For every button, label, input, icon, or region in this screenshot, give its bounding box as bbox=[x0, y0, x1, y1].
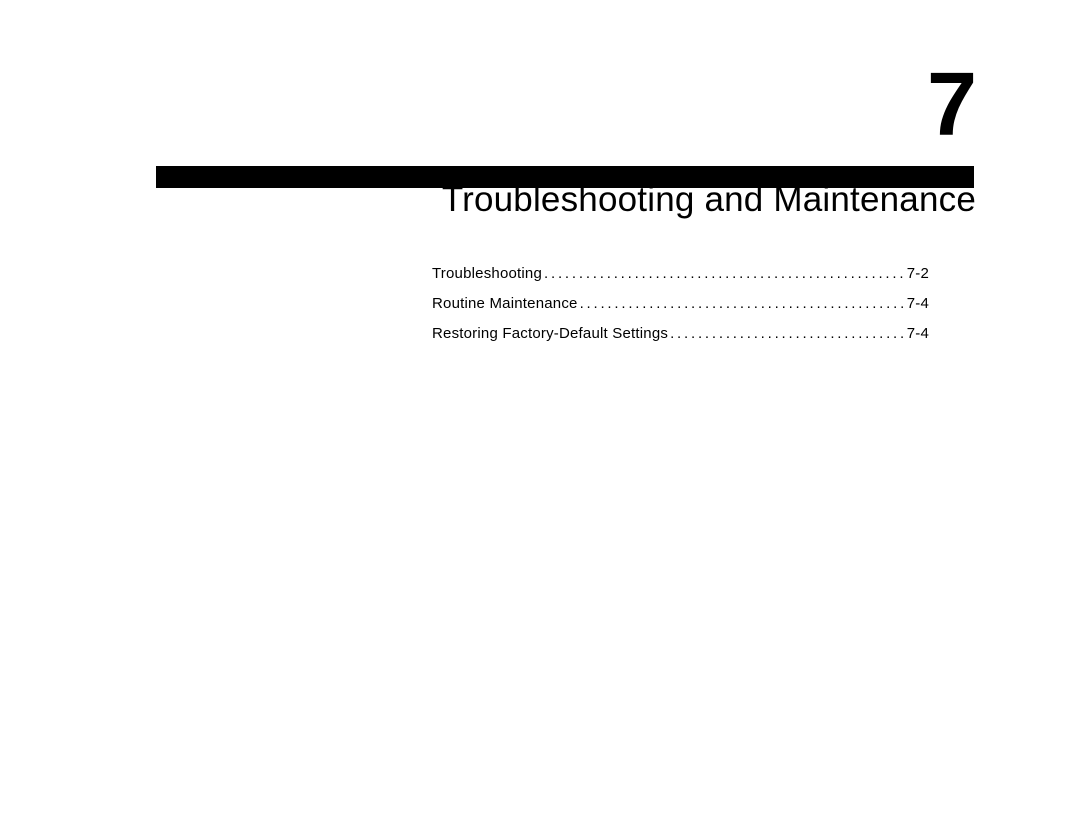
chapter-title: Troubleshooting and Maintenance bbox=[442, 180, 976, 220]
toc-entry-page: 7-4 bbox=[907, 296, 929, 311]
toc-entry-label: Routine Maintenance bbox=[432, 296, 578, 311]
toc-entry-label: Troubleshooting bbox=[432, 266, 542, 281]
page: 7 Troubleshooting and Maintenance Troubl… bbox=[0, 0, 1080, 834]
toc-entry: Troubleshooting ........................… bbox=[432, 266, 929, 281]
toc-leader-dots: ........................................… bbox=[668, 326, 907, 341]
toc-entry: Routine Maintenance ....................… bbox=[432, 296, 929, 311]
toc-leader-dots: ........................................… bbox=[578, 296, 907, 311]
toc-leader-dots: ........................................… bbox=[542, 266, 907, 281]
toc-entry-page: 7-2 bbox=[907, 266, 929, 281]
chapter-number: 7 bbox=[927, 60, 976, 150]
toc-entry-label: Restoring Factory-Default Settings bbox=[432, 326, 668, 341]
toc-entry-page: 7-4 bbox=[907, 326, 929, 341]
toc-entry: Restoring Factory-Default Settings .....… bbox=[432, 326, 929, 341]
table-of-contents: Troubleshooting ........................… bbox=[432, 266, 929, 356]
